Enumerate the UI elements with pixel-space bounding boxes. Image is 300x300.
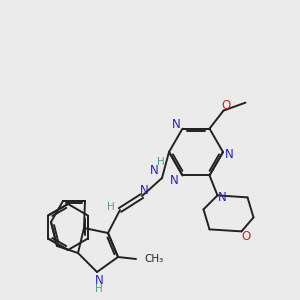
Text: N: N (140, 184, 148, 197)
Text: N: N (172, 118, 181, 131)
Text: H: H (95, 284, 103, 294)
Text: N: N (225, 148, 233, 160)
Text: CH₃: CH₃ (144, 254, 163, 264)
Text: N: N (170, 174, 179, 187)
Text: N: N (94, 274, 103, 286)
Text: H: H (157, 157, 165, 167)
Text: O: O (242, 230, 251, 243)
Text: O: O (221, 99, 230, 112)
Text: N: N (150, 164, 158, 176)
Text: N: N (218, 191, 227, 204)
Text: H: H (107, 202, 115, 212)
